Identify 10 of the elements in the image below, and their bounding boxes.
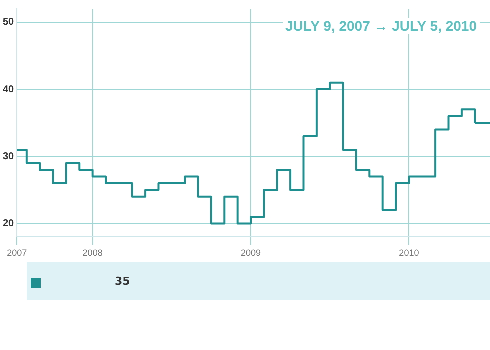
y-tick-label: 30	[3, 151, 15, 162]
y-tick-label: 40	[3, 84, 15, 96]
x-tick-label: 2008	[82, 248, 103, 258]
text: 35	[115, 275, 130, 288]
x-tick-label: 2010	[399, 248, 420, 258]
y-tick-label: 20	[3, 218, 15, 230]
x-tick-label: 2009	[240, 248, 262, 258]
y-tick-label: 50	[3, 17, 15, 28]
annotation: JULY 9, 2007 → JULY 5, 2010	[282, 18, 480, 34]
x-tick-label: 2007	[7, 248, 28, 258]
